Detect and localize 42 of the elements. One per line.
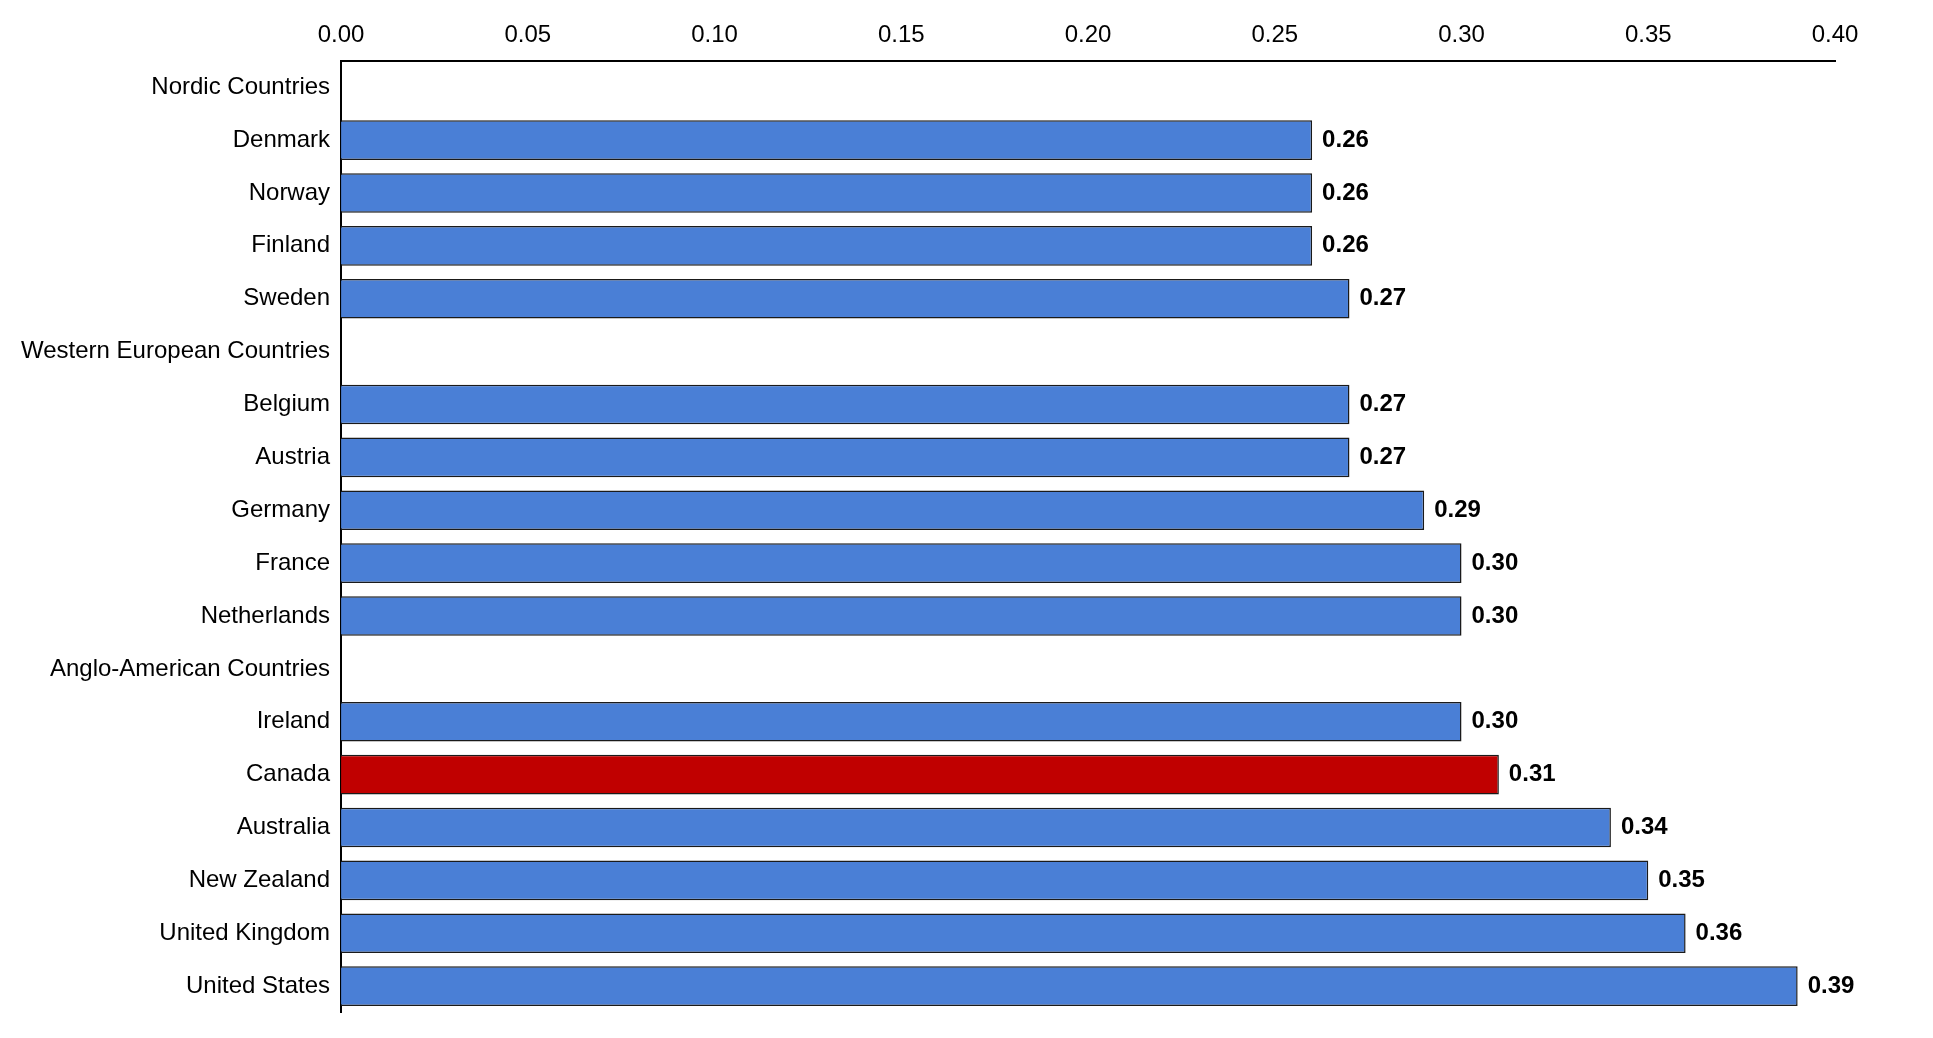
y-tick-label: Sweden — [243, 283, 331, 311]
y-tick-label: Australia — [236, 812, 331, 840]
data-label: 0.34 — [1620, 812, 1669, 840]
y-tick-label: Nordic Countries — [151, 71, 331, 99]
data-label: 0.39 — [1807, 970, 1855, 998]
y-tick-label: Netherlands — [200, 600, 331, 628]
x-tick-label: 0.40 — [1811, 20, 1859, 48]
data-label: 0.27 — [1359, 389, 1407, 417]
y-tick-label: Western European Countries — [21, 336, 331, 364]
y-tick-label: Germany — [231, 494, 331, 522]
data-label: 0.26 — [1322, 177, 1369, 205]
y-tick-label: New Zealand — [188, 865, 331, 893]
data-label: 0.30 — [1471, 547, 1519, 575]
y-tick-label: Belgium — [243, 389, 331, 417]
x-tick-label: 0.10 — [691, 20, 738, 48]
x-tick-label: 0.30 — [1438, 20, 1485, 48]
x-tick-label: 0.20 — [1064, 20, 1112, 48]
y-tick-label: Anglo-American Countries — [49, 653, 331, 681]
data-label: 0.30 — [1471, 600, 1519, 628]
y-tick-label: France — [255, 547, 331, 575]
x-tick-label: 0.15 — [877, 20, 925, 48]
data-label: 0.31 — [1508, 759, 1556, 787]
data-label: 0.26 — [1322, 124, 1369, 152]
data-label: 0.27 — [1359, 283, 1407, 311]
y-tick-label: United States — [185, 970, 331, 998]
x-tick-label: 0.35 — [1624, 20, 1672, 48]
y-tick-label: Denmark — [232, 124, 332, 152]
data-label: 0.26 — [1322, 230, 1369, 258]
y-tick-label: Norway — [248, 177, 331, 205]
y-tick-label: Austria — [255, 442, 331, 470]
y-tick-label: Finland — [251, 230, 331, 258]
y-tick-label: United Kingdom — [159, 917, 331, 945]
data-label: 0.35 — [1658, 865, 1705, 893]
data-label: 0.36 — [1695, 917, 1743, 945]
data-label: 0.29 — [1434, 494, 1481, 522]
x-tick-label: 0.00 — [317, 20, 365, 48]
data-label: 0.27 — [1359, 442, 1407, 470]
data-label: 0.30 — [1471, 706, 1519, 734]
x-tick-label: 0.05 — [504, 20, 552, 48]
x-tick-label: 0.25 — [1251, 20, 1299, 48]
y-tick-label: Ireland — [256, 706, 331, 734]
y-tick-label: Canada — [245, 759, 331, 787]
